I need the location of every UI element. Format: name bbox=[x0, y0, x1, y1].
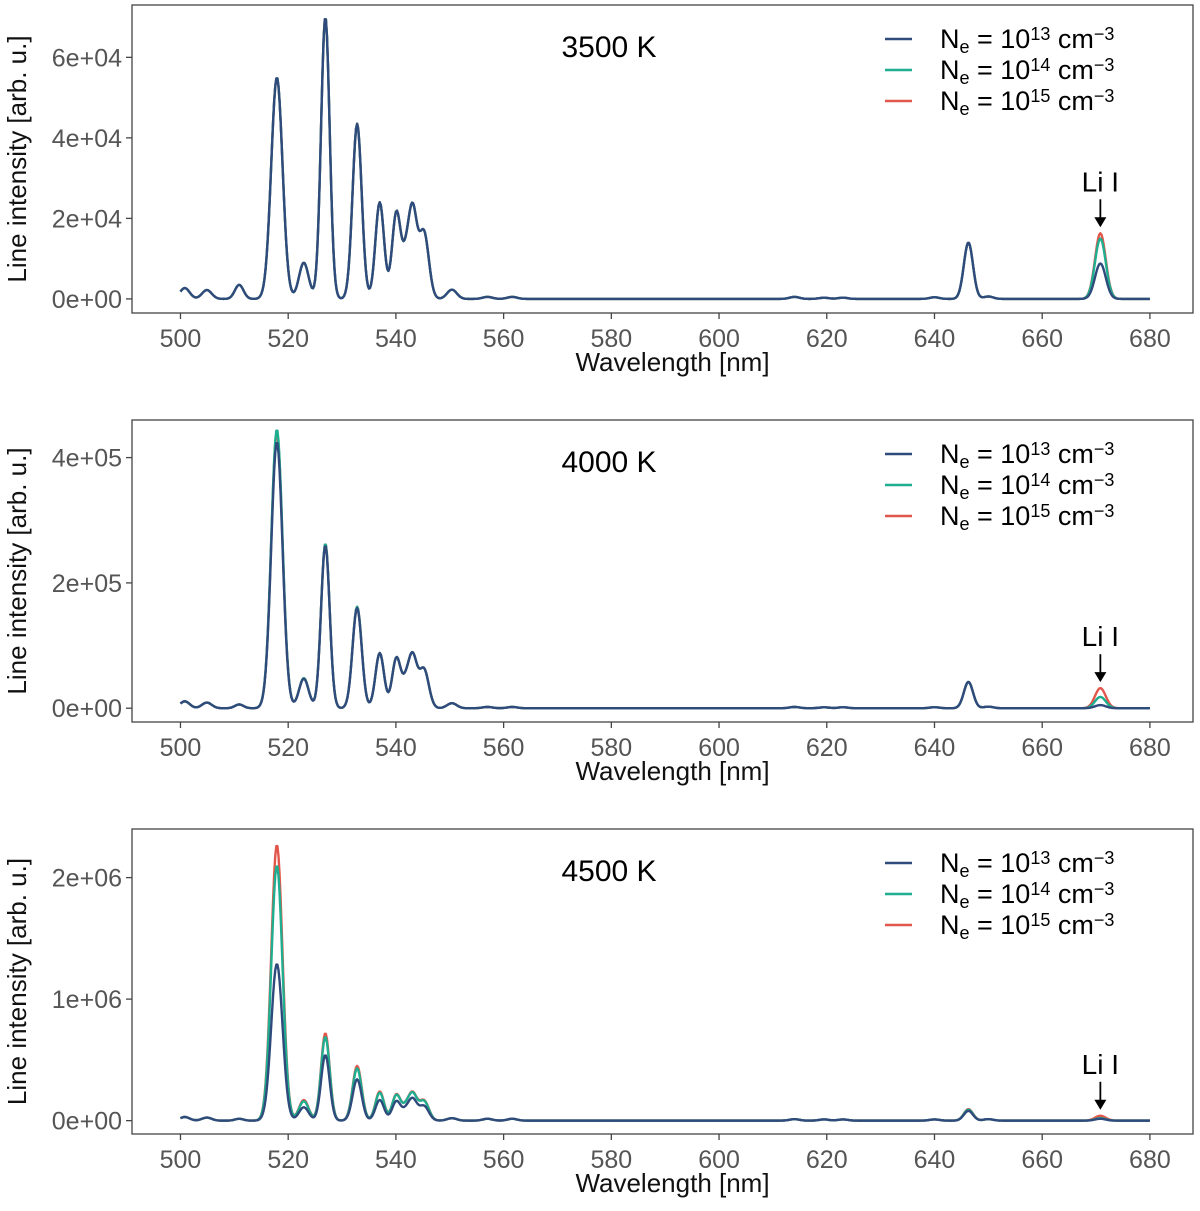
x-tick-label: 660 bbox=[1021, 734, 1063, 762]
x-tick-label: 580 bbox=[590, 325, 632, 353]
y-tick-label: 1e+06 bbox=[52, 986, 122, 1014]
x-tick-label: 660 bbox=[1021, 1146, 1063, 1174]
x-tick-label: 600 bbox=[698, 734, 740, 762]
x-tick-label: 640 bbox=[914, 734, 956, 762]
x-tick-label: 600 bbox=[698, 325, 740, 353]
x-tick-label: 520 bbox=[267, 734, 309, 762]
y-axis-title: Line intensity [arb. u.] bbox=[2, 35, 32, 282]
y-tick-label: 2e+06 bbox=[52, 865, 122, 893]
legend-label-1: Ne = 1013 cm−3 bbox=[940, 848, 1114, 881]
y-tick-label: 0e+00 bbox=[52, 1108, 122, 1136]
x-tick-label: 520 bbox=[267, 325, 309, 353]
x-axis-title: Wavelength [nm] bbox=[575, 756, 769, 786]
x-tick-label: 500 bbox=[160, 1146, 202, 1174]
legend-label-2: Ne = 1014 cm−3 bbox=[940, 879, 1114, 912]
panel-title: 4500 K bbox=[561, 855, 656, 888]
li-annotation-arrowhead bbox=[1094, 672, 1107, 683]
panel-title: 4000 K bbox=[561, 446, 656, 479]
panel-title: 3500 K bbox=[561, 31, 656, 64]
y-tick-label: 2e+04 bbox=[52, 205, 122, 233]
series-line-1 bbox=[179, 441, 1151, 710]
x-tick-label: 600 bbox=[698, 1146, 740, 1174]
y-tick-label: 0e+00 bbox=[52, 286, 122, 314]
series-line-1 bbox=[179, 963, 1151, 1122]
x-tick-label: 620 bbox=[806, 1146, 848, 1174]
li-annotation-label: Li I bbox=[1082, 166, 1119, 197]
li-annotation-arrowhead bbox=[1094, 1099, 1107, 1110]
plot-frame bbox=[131, 4, 1194, 314]
y-tick-label: 4e+04 bbox=[52, 125, 122, 153]
li-annotation-label: Li I bbox=[1082, 621, 1119, 652]
x-tick-label: 560 bbox=[483, 734, 525, 762]
legend: Ne = 1013 cm−3Ne = 1014 cm−3Ne = 1015 cm… bbox=[885, 848, 1114, 943]
x-tick-label: 660 bbox=[1021, 325, 1063, 353]
x-tick-label: 540 bbox=[375, 734, 417, 762]
x-tick-label: 560 bbox=[483, 325, 525, 353]
x-tick-label: 500 bbox=[160, 734, 202, 762]
x-axis-title: Wavelength [nm] bbox=[575, 347, 769, 377]
series-line-1 bbox=[179, 18, 1151, 301]
legend-label-2: Ne = 1014 cm−3 bbox=[940, 470, 1114, 503]
legend-label-3: Ne = 1015 cm−3 bbox=[940, 910, 1114, 943]
legend: Ne = 1013 cm−3Ne = 1014 cm−3Ne = 1015 cm… bbox=[885, 439, 1114, 534]
legend-label-2: Ne = 1014 cm−3 bbox=[940, 55, 1114, 88]
x-tick-label: 680 bbox=[1129, 734, 1171, 762]
y-tick-label: 4e+05 bbox=[52, 445, 122, 473]
y-tick-label: 0e+00 bbox=[52, 695, 122, 723]
legend-label-3: Ne = 1015 cm−3 bbox=[940, 501, 1114, 534]
x-tick-label: 680 bbox=[1129, 1146, 1171, 1174]
y-tick-label: 2e+05 bbox=[52, 570, 122, 598]
legend-label-3: Ne = 1015 cm−3 bbox=[940, 86, 1114, 119]
x-tick-label: 540 bbox=[375, 325, 417, 353]
x-tick-label: 640 bbox=[914, 1146, 956, 1174]
y-axis-title: Line intensity [arb. u.] bbox=[2, 858, 32, 1105]
legend: Ne = 1013 cm−3Ne = 1014 cm−3Ne = 1015 cm… bbox=[885, 24, 1114, 119]
panel-2: 500 520 540 560 580 600 620 640 660 680 0e+00 2e+05… bbox=[2, 419, 1194, 786]
legend-label-1: Ne = 1013 cm−3 bbox=[940, 439, 1114, 472]
x-tick-label: 560 bbox=[483, 1146, 525, 1174]
x-tick-label: 680 bbox=[1129, 325, 1171, 353]
plot-frame bbox=[131, 828, 1194, 1135]
y-axis-title: Line intensity [arb. u.] bbox=[2, 447, 32, 694]
x-axis-title: Wavelength [nm] bbox=[575, 1168, 769, 1198]
panel-1: 500 520 540 560 580 600 620 640 660 680 0e+00 2e+04… bbox=[2, 4, 1194, 377]
li-annotation-label: Li I bbox=[1082, 1049, 1119, 1080]
panel-3: 500 520 540 560 580 600 620 640 660 680 0e+00 1e+06… bbox=[2, 828, 1194, 1198]
x-tick-label: 620 bbox=[806, 734, 848, 762]
y-tick-label: 6e+04 bbox=[52, 44, 122, 72]
x-tick-label: 580 bbox=[590, 1146, 632, 1174]
x-tick-label: 580 bbox=[590, 734, 632, 762]
x-tick-label: 620 bbox=[806, 325, 848, 353]
x-tick-label: 540 bbox=[375, 1146, 417, 1174]
li-annotation-arrowhead bbox=[1094, 217, 1107, 228]
plot-frame bbox=[131, 419, 1194, 723]
legend-label-1: Ne = 1013 cm−3 bbox=[940, 24, 1114, 57]
x-tick-label: 500 bbox=[160, 325, 202, 353]
x-tick-label: 520 bbox=[267, 1146, 309, 1174]
x-tick-label: 640 bbox=[914, 325, 956, 353]
